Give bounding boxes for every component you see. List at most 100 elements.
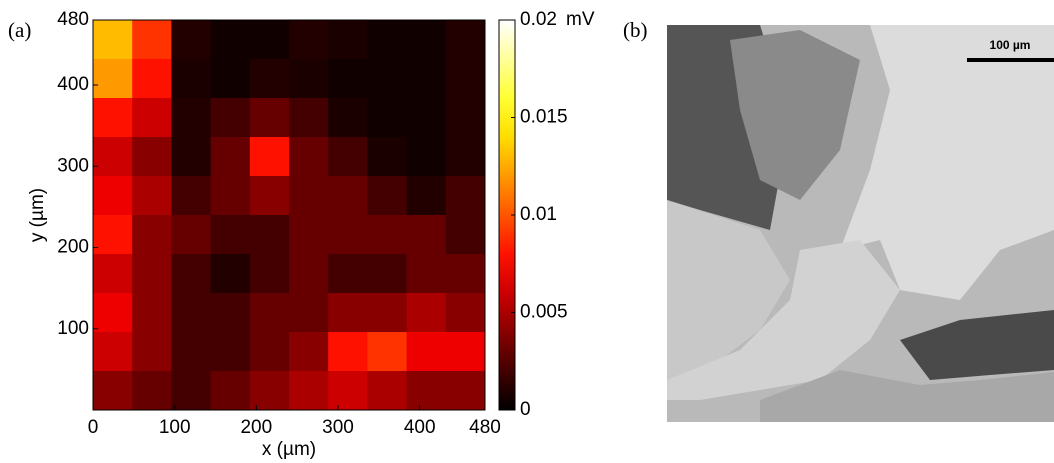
- heat-cell: [407, 215, 447, 255]
- heat-cell: [446, 98, 486, 138]
- heat-cell: [328, 293, 368, 333]
- heat-cell: [328, 176, 368, 216]
- heat-cell: [446, 254, 486, 294]
- heat-cell: [367, 215, 407, 255]
- heat-cell: [367, 293, 407, 333]
- x-tick-label: 200: [240, 417, 272, 438]
- colorbar-tick-label: 0: [520, 399, 531, 420]
- heat-cell: [407, 98, 447, 138]
- heat-cell: [132, 98, 172, 138]
- heat-cell: [289, 254, 329, 294]
- heat-cell: [132, 215, 172, 255]
- heat-cell: [328, 98, 368, 138]
- heat-cell: [93, 371, 133, 411]
- heat-cell: [211, 98, 251, 138]
- heat-cell: [250, 20, 290, 60]
- heat-cell: [171, 332, 211, 372]
- heat-cell: [250, 215, 290, 255]
- heat-cell: [211, 20, 251, 60]
- heat-cell: [132, 254, 172, 294]
- panel-label: (a): [8, 18, 31, 42]
- x-tick-label: 480: [469, 417, 501, 438]
- heat-cell: [407, 254, 447, 294]
- heat-cell: [93, 332, 133, 372]
- heat-cell: [328, 215, 368, 255]
- heat-cell: [171, 176, 211, 216]
- heat-cell: [328, 332, 368, 372]
- x-tick-label: 0: [88, 417, 99, 438]
- heat-cell: [250, 254, 290, 294]
- heat-cell: [367, 176, 407, 216]
- heat-cell: [328, 137, 368, 177]
- heat-cell: [289, 176, 329, 216]
- colorbar-tick-label: 0.015: [520, 107, 568, 128]
- heat-cell: [289, 20, 329, 60]
- heat-cell: [211, 59, 251, 99]
- heat-cell: [407, 332, 447, 372]
- heat-cell: [289, 293, 329, 333]
- heat-cell: [446, 137, 486, 177]
- heat-cell: [211, 176, 251, 216]
- heat-cell: [250, 98, 290, 138]
- heat-cell: [250, 137, 290, 177]
- heat-cell: [407, 371, 447, 411]
- heat-cell: [367, 137, 407, 177]
- heat-cell: [171, 215, 211, 255]
- heat-cell: [367, 59, 407, 99]
- heat-cell: [407, 293, 447, 333]
- heat-cell: [446, 215, 486, 255]
- heat-cell: [289, 98, 329, 138]
- colorbar-unit: mV: [566, 9, 595, 30]
- heat-cell: [289, 137, 329, 177]
- y-tick-label: 300: [57, 155, 89, 176]
- heat-cell: [132, 20, 172, 60]
- heat-cell: [93, 176, 133, 216]
- heat-cell: [211, 332, 251, 372]
- heat-cell: [367, 20, 407, 60]
- heat-cell: [93, 254, 133, 294]
- panel-label: (b): [623, 18, 648, 42]
- heat-cell: [93, 215, 133, 255]
- heat-cell: [171, 59, 211, 99]
- heat-cell: [289, 371, 329, 411]
- heat-cell: [367, 332, 407, 372]
- heat-cell: [132, 137, 172, 177]
- heat-cell: [250, 59, 290, 99]
- colorbar-tick-label: 0.01: [520, 204, 557, 225]
- heat-cell: [367, 254, 407, 294]
- heat-cell: [132, 59, 172, 99]
- heat-cell: [171, 293, 211, 333]
- x-tick-label: 300: [322, 417, 354, 438]
- x-tick-label: 100: [159, 417, 191, 438]
- heat-cell: [171, 254, 211, 294]
- heat-cell: [211, 137, 251, 177]
- figure: (a) (b) 100 µm 0100200300400480100200300…: [0, 0, 1054, 463]
- heat-cell: [171, 371, 211, 411]
- heat-cell: [446, 176, 486, 216]
- heat-cell: [446, 371, 486, 411]
- heat-cell: [367, 371, 407, 411]
- heat-cell: [93, 98, 133, 138]
- y-tick-label: 200: [57, 237, 89, 258]
- heat-cell: [93, 59, 133, 99]
- heat-cell: [93, 137, 133, 177]
- heat-cell: [211, 215, 251, 255]
- heat-cell: [250, 176, 290, 216]
- micrograph: 100 µm: [667, 25, 1054, 422]
- heat-cell: [171, 137, 211, 177]
- heat-cell: [289, 332, 329, 372]
- heat-cell: [446, 59, 486, 99]
- heat-cell: [328, 254, 368, 294]
- colorbar-tick-label: 0.005: [520, 302, 568, 323]
- heat-cell: [171, 20, 211, 60]
- x-tick-label: 400: [404, 417, 436, 438]
- heat-cell: [407, 176, 447, 216]
- heat-cell: [446, 293, 486, 333]
- heat-cell: [367, 98, 407, 138]
- heat-cell: [407, 137, 447, 177]
- heat-cell: [93, 20, 133, 60]
- heat-cell: [446, 332, 486, 372]
- heat-cell: [211, 293, 251, 333]
- heat-cell: [328, 20, 368, 60]
- heat-cell: [328, 371, 368, 411]
